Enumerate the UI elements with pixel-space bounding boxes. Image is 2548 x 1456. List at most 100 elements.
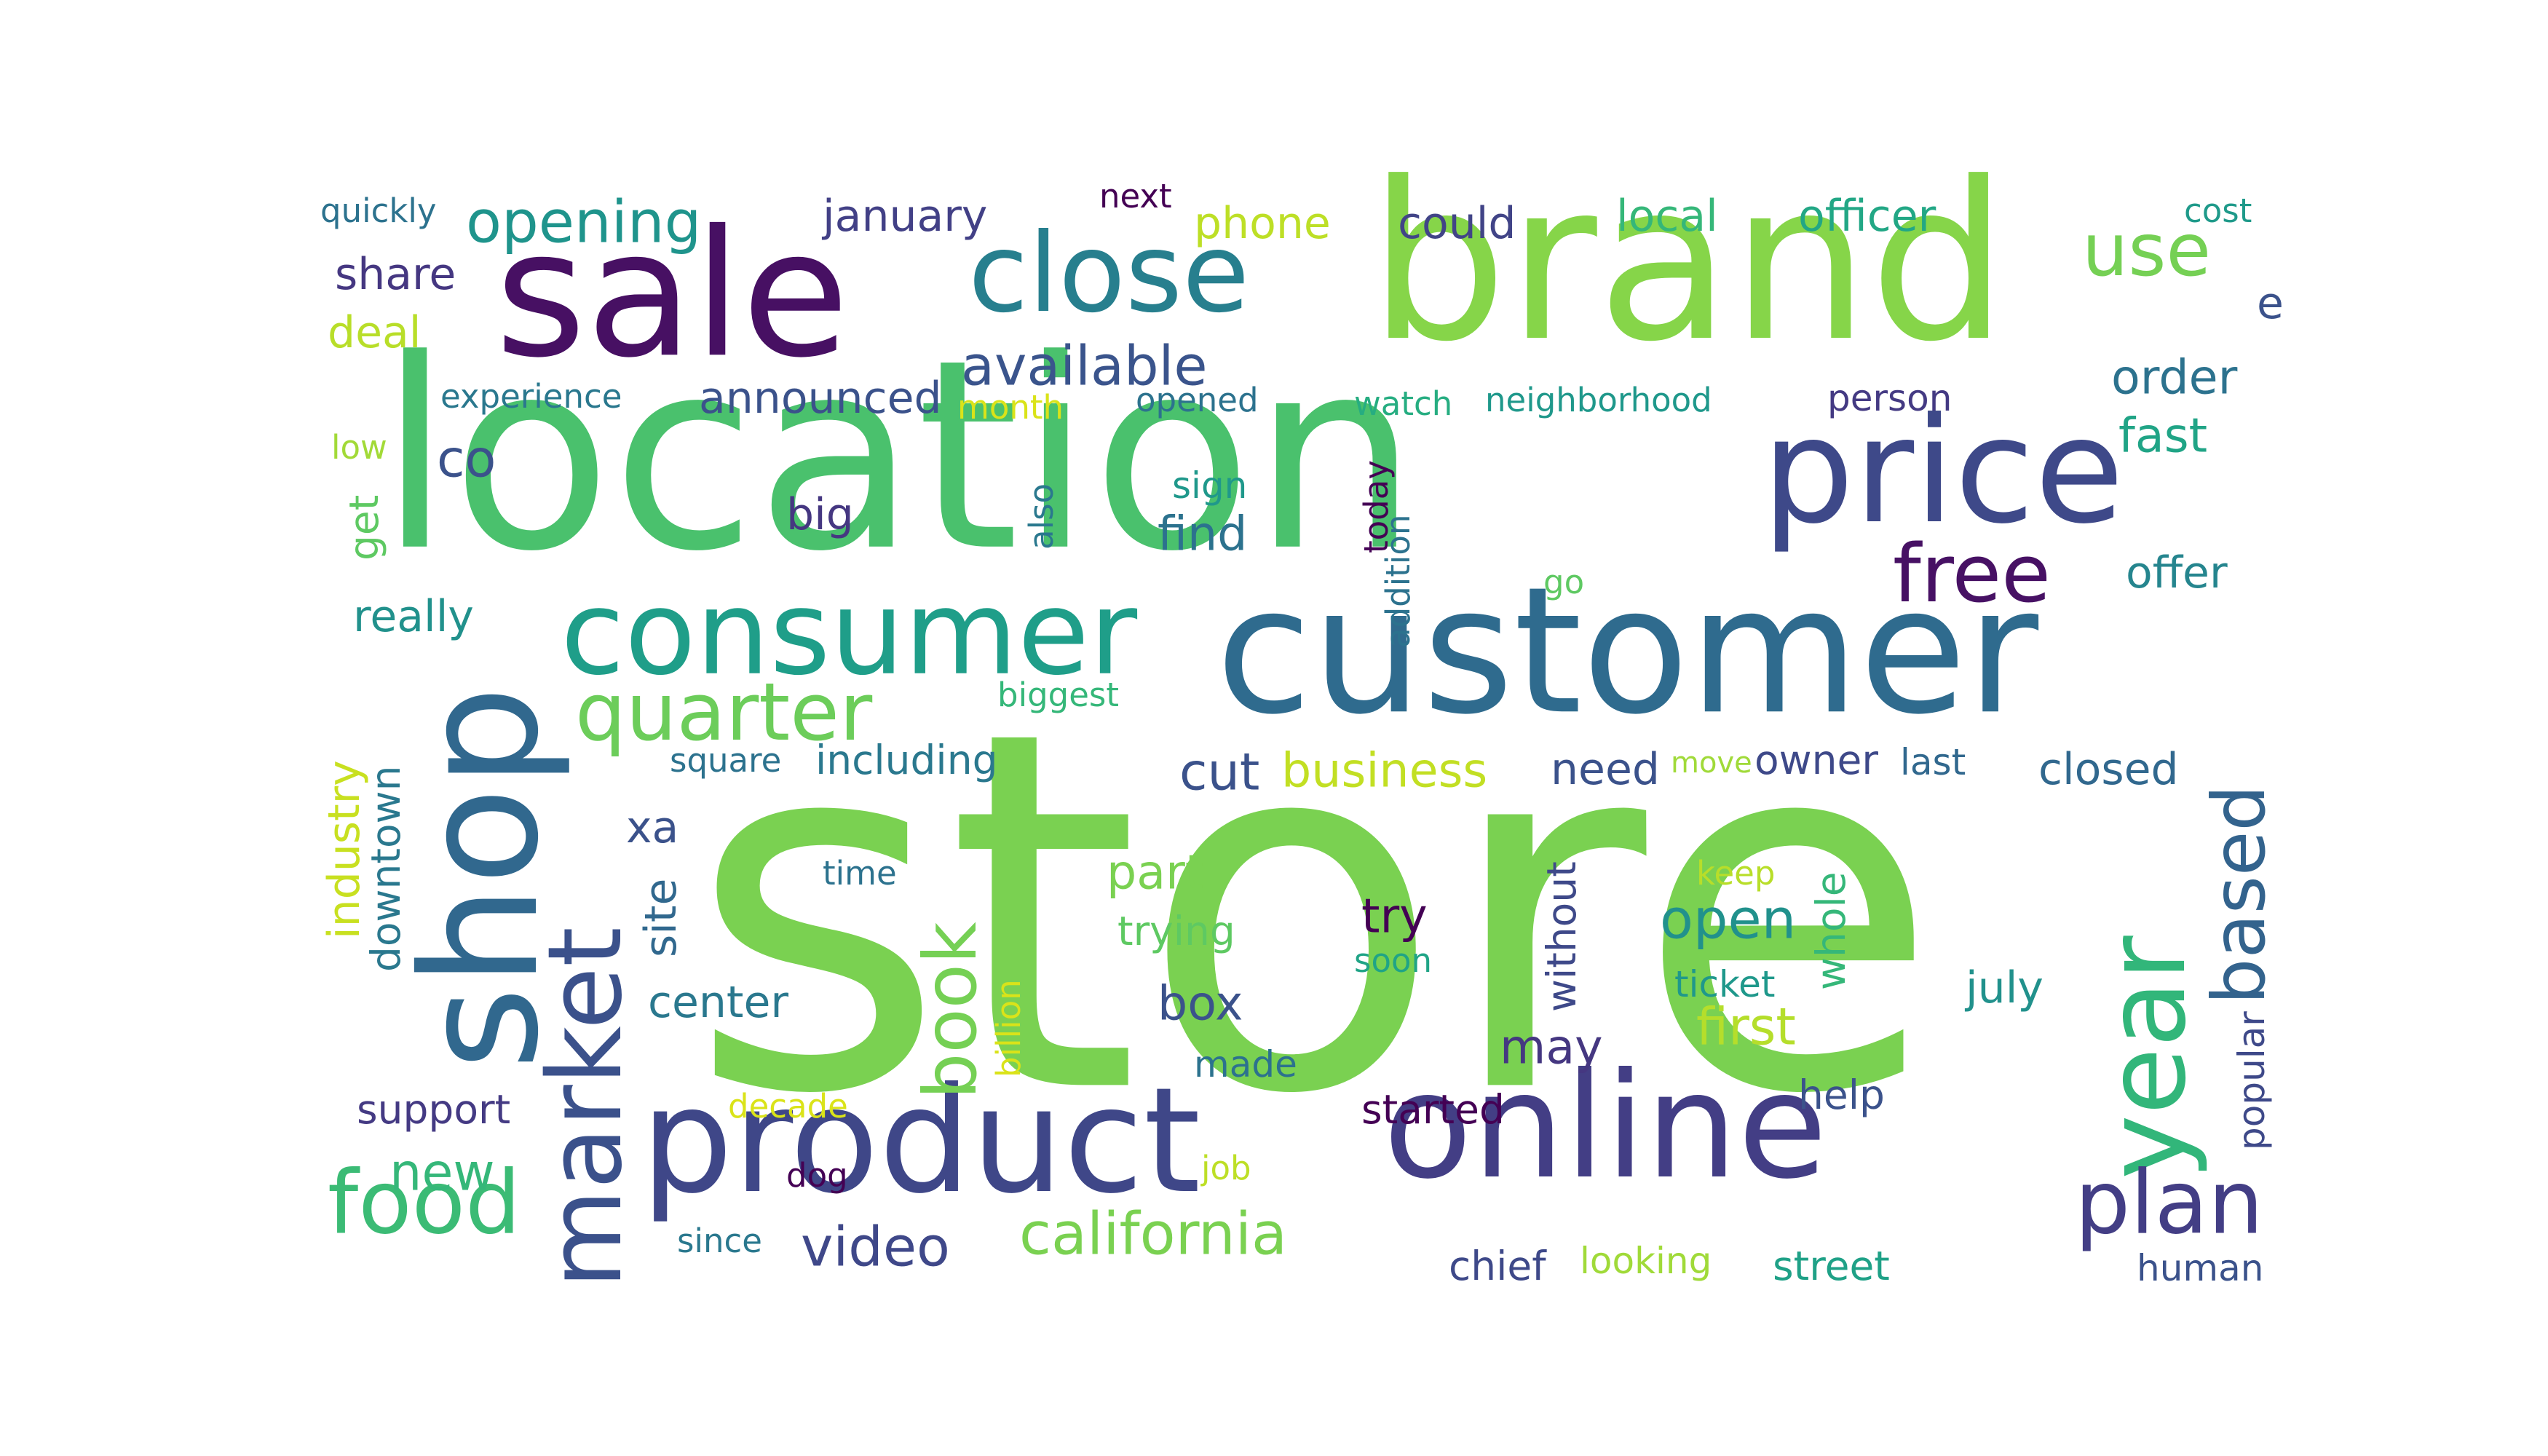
word-opened: opened (1136, 381, 1259, 419)
word-started: started (1361, 1086, 1505, 1133)
word-month: month (957, 388, 1064, 427)
word-ticket: ticket (1674, 963, 1776, 1005)
word-whole: whole (1808, 871, 1854, 990)
word-including: including (815, 737, 997, 783)
word-get: get (341, 495, 387, 561)
word-person: person (1827, 377, 1952, 419)
word-site: site (636, 879, 687, 957)
word-market: market (526, 927, 645, 1289)
word-human: human (2137, 1247, 2263, 1289)
word-california: california (1019, 1200, 1287, 1267)
word-co: co (437, 430, 496, 489)
word-january: january (821, 191, 987, 242)
word-looking: looking (1580, 1240, 1712, 1282)
word-job: job (1200, 1149, 1251, 1187)
word-location: location (379, 304, 1418, 609)
word-plan: plan (2075, 1153, 2263, 1254)
word-consumer: consumer (561, 565, 1137, 701)
word-big: big (786, 489, 854, 540)
word-made: made (1194, 1043, 1297, 1085)
word-may: may (1500, 1021, 1603, 1075)
word-watch: watch (1354, 384, 1452, 423)
word-first: first (1696, 997, 1796, 1057)
word-experience: experience (440, 377, 622, 416)
word-low: low (331, 428, 387, 467)
word-could: could (1398, 198, 1516, 249)
word-really: really (353, 591, 474, 642)
word-business: business (1281, 744, 1487, 799)
word-xa: xa (626, 802, 678, 853)
word-addition: addition (1379, 515, 1417, 648)
word-soon: soon (1354, 941, 1432, 980)
word-street: street (1773, 1243, 1890, 1289)
word-sale: sale (495, 192, 849, 396)
word-dog: dog (786, 1156, 848, 1195)
word-announced: announced (699, 373, 942, 424)
word-close: close (968, 210, 1249, 337)
word-next: next (1099, 177, 1172, 215)
word-available: available (961, 334, 1208, 398)
word-trying: trying (1117, 908, 1235, 954)
word-last: last (1900, 741, 1966, 783)
word-open: open (1660, 887, 1796, 951)
word-july: july (1964, 962, 2043, 1013)
word-food: food (328, 1153, 521, 1254)
word-customer: customer (1216, 549, 2038, 753)
word-brand: brand (1369, 135, 2008, 389)
word-fast: fast (2118, 409, 2207, 464)
word-cut: cut (1179, 743, 1259, 802)
word-downtown: downtown (363, 766, 409, 972)
word-shop: shop (387, 686, 574, 1070)
word-billion: billion (989, 979, 1028, 1077)
word-box: box (1158, 977, 1243, 1032)
word-support: support (357, 1086, 510, 1133)
word-move: move (1671, 746, 1752, 780)
word-store: store (688, 626, 1940, 1202)
word-year: year (2084, 935, 2210, 1179)
word-use: use (2082, 207, 2211, 293)
word-part: part (1107, 846, 1203, 901)
word-today: today (1357, 460, 1396, 553)
word-sign: sign (1172, 464, 1247, 507)
word-share: share (335, 249, 456, 300)
word-square: square (670, 741, 781, 780)
word-try: try (1361, 890, 1428, 944)
word-go: go (1543, 563, 1584, 601)
word-online: online (1383, 1042, 1827, 1211)
word-biggest: biggest (997, 676, 1119, 714)
word-decade: decade (728, 1087, 848, 1125)
word-e: e (2257, 278, 2284, 329)
word-neighborhood: neighborhood (1485, 381, 1712, 419)
word-quarter: quarter (575, 665, 873, 759)
word-based: based (2196, 785, 2282, 1005)
word-find: find (1158, 507, 1247, 562)
word-officer: officer (1798, 191, 1936, 242)
word-without: without (1538, 861, 1585, 1012)
word-book: book (908, 922, 993, 1099)
word-need: need (1551, 744, 1660, 795)
word-quickly: quickly (320, 191, 437, 230)
word-local: local (1616, 191, 1718, 242)
word-new: new (389, 1143, 495, 1203)
word-help: help (1798, 1072, 1885, 1118)
word-free: free (1893, 527, 2051, 620)
word-phone: phone (1194, 198, 1331, 249)
word-order: order (2111, 351, 2238, 405)
word-also: also (1022, 483, 1061, 550)
word-chief: chief (1449, 1243, 1547, 1289)
word-deal: deal (328, 307, 421, 358)
word-closed: closed (2038, 744, 2179, 795)
word-industry: industry (319, 760, 370, 939)
word-opening: opening (466, 188, 701, 256)
word-offer: offer (2126, 547, 2228, 598)
word-cost: cost (2184, 191, 2252, 230)
word-video: video (801, 1215, 950, 1279)
word-center: center (648, 977, 788, 1028)
word-product: product (641, 1056, 1200, 1226)
word-popular: popular (2231, 1011, 2273, 1150)
word-time: time (823, 854, 897, 893)
word-owner: owner (1754, 737, 1878, 783)
word-since: since (677, 1222, 762, 1260)
